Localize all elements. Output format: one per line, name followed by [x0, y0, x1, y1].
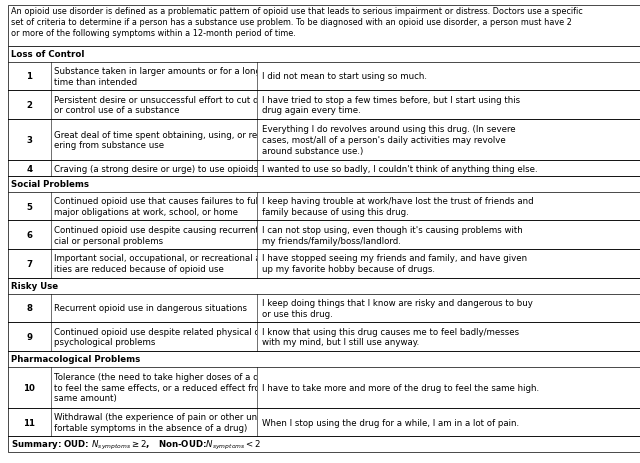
Bar	[8, 119, 640, 161]
Bar	[8, 63, 640, 91]
Bar	[8, 351, 640, 367]
Text: Recurrent opioid use in dangerous situations: Recurrent opioid use in dangerous situat…	[54, 304, 246, 313]
Bar	[8, 278, 640, 294]
Text: Craving (a strong desire or urge) to use opioids: Craving (a strong desire or urge) to use…	[54, 164, 258, 173]
Text: 5: 5	[26, 202, 33, 211]
Bar	[8, 294, 640, 322]
Text: I know that using this drug causes me to feel badly/messes
with my mind, but I s: I know that using this drug causes me to…	[262, 327, 519, 346]
Bar	[8, 193, 640, 221]
Text: 9: 9	[26, 332, 33, 341]
Text: 2: 2	[26, 101, 33, 110]
Bar	[8, 91, 640, 119]
Text: 6: 6	[26, 231, 33, 240]
Text: Summary: OUD: $N_{symptoms} \geq 2$,   Non-OUD:$N_{symptoms} < 2$: Summary: OUD: $N_{symptoms} \geq 2$, Non…	[11, 438, 261, 451]
Bar	[8, 408, 640, 437]
Bar	[8, 221, 640, 250]
Text: Social Problems: Social Problems	[11, 180, 89, 189]
Bar	[8, 161, 640, 176]
Text: Everything I do revolves around using this drug. (In severe
cases, most/all of a: Everything I do revolves around using th…	[262, 125, 516, 156]
Bar	[8, 47, 640, 63]
Text: I wanted to use so badly, I couldn't think of anything thing else.: I wanted to use so badly, I couldn't thi…	[262, 164, 538, 173]
Text: I keep having trouble at work/have lost the trust of friends and
family because : I keep having trouble at work/have lost …	[262, 197, 534, 217]
Text: 11: 11	[24, 418, 35, 427]
Text: I did not mean to start using so much.: I did not mean to start using so much.	[262, 72, 427, 81]
Text: Great deal of time spent obtaining, using, or recov-
ering from substance use: Great deal of time spent obtaining, usin…	[54, 130, 275, 150]
Text: 8: 8	[26, 304, 33, 313]
Text: 7: 7	[26, 259, 33, 268]
Text: 3: 3	[26, 136, 33, 144]
Text: I have tried to stop a few times before, but I start using this
drug again every: I have tried to stop a few times before,…	[262, 95, 520, 115]
Text: Continued opioid use despite causing recurrent so-
cial or personal problems: Continued opioid use despite causing rec…	[54, 225, 275, 245]
Text: I have stopped seeing my friends and family, and have given
up my favorite hobby: I have stopped seeing my friends and fam…	[262, 254, 527, 274]
Text: Continued opioid use that causes failures to fulfill
major obligations at work, : Continued opioid use that causes failure…	[54, 197, 268, 217]
Bar	[8, 6, 640, 47]
Text: Tolerance (the need to take higher doses of a drug
to feel the same effects, or : Tolerance (the need to take higher doses…	[54, 372, 285, 403]
Text: When I stop using the drug for a while, I am in a lot of pain.: When I stop using the drug for a while, …	[262, 418, 519, 427]
Bar	[8, 437, 640, 452]
Text: Risky Use: Risky Use	[11, 282, 58, 290]
Bar	[8, 250, 640, 278]
Text: Continued opioid use despite related physical or
psychological problems: Continued opioid use despite related phy…	[54, 327, 263, 346]
Text: Withdrawal (the experience of pain or other uncom-
fortable symptoms in the abse: Withdrawal (the experience of pain or ot…	[54, 413, 278, 432]
Text: Important social, occupational, or recreational activ-
ities are reduced because: Important social, occupational, or recre…	[54, 254, 279, 274]
Text: I can not stop using, even though it's causing problems with
my friends/family/b: I can not stop using, even though it's c…	[262, 225, 523, 245]
Text: Substance taken in larger amounts or for a longer
time than intended: Substance taken in larger amounts or for…	[54, 67, 269, 87]
Bar	[8, 176, 640, 193]
Text: 4: 4	[26, 164, 33, 173]
Text: An opioid use disorder is defined as a problematic pattern of opioid use that le: An opioid use disorder is defined as a p…	[11, 7, 582, 38]
Text: 1: 1	[26, 72, 33, 81]
Text: Pharmacological Problems: Pharmacological Problems	[11, 354, 140, 363]
Bar	[8, 367, 640, 408]
Text: I have to take more and more of the drug to feel the same high.: I have to take more and more of the drug…	[262, 383, 539, 392]
Text: 10: 10	[24, 383, 35, 392]
Bar	[8, 322, 640, 351]
Text: Loss of Control: Loss of Control	[11, 50, 84, 59]
Text: Persistent desire or unsuccessful effort to cut down
or control use of a substan: Persistent desire or unsuccessful effort…	[54, 95, 276, 115]
Text: I keep doing things that I know are risky and dangerous to buy
or use this drug.: I keep doing things that I know are risk…	[262, 298, 533, 318]
